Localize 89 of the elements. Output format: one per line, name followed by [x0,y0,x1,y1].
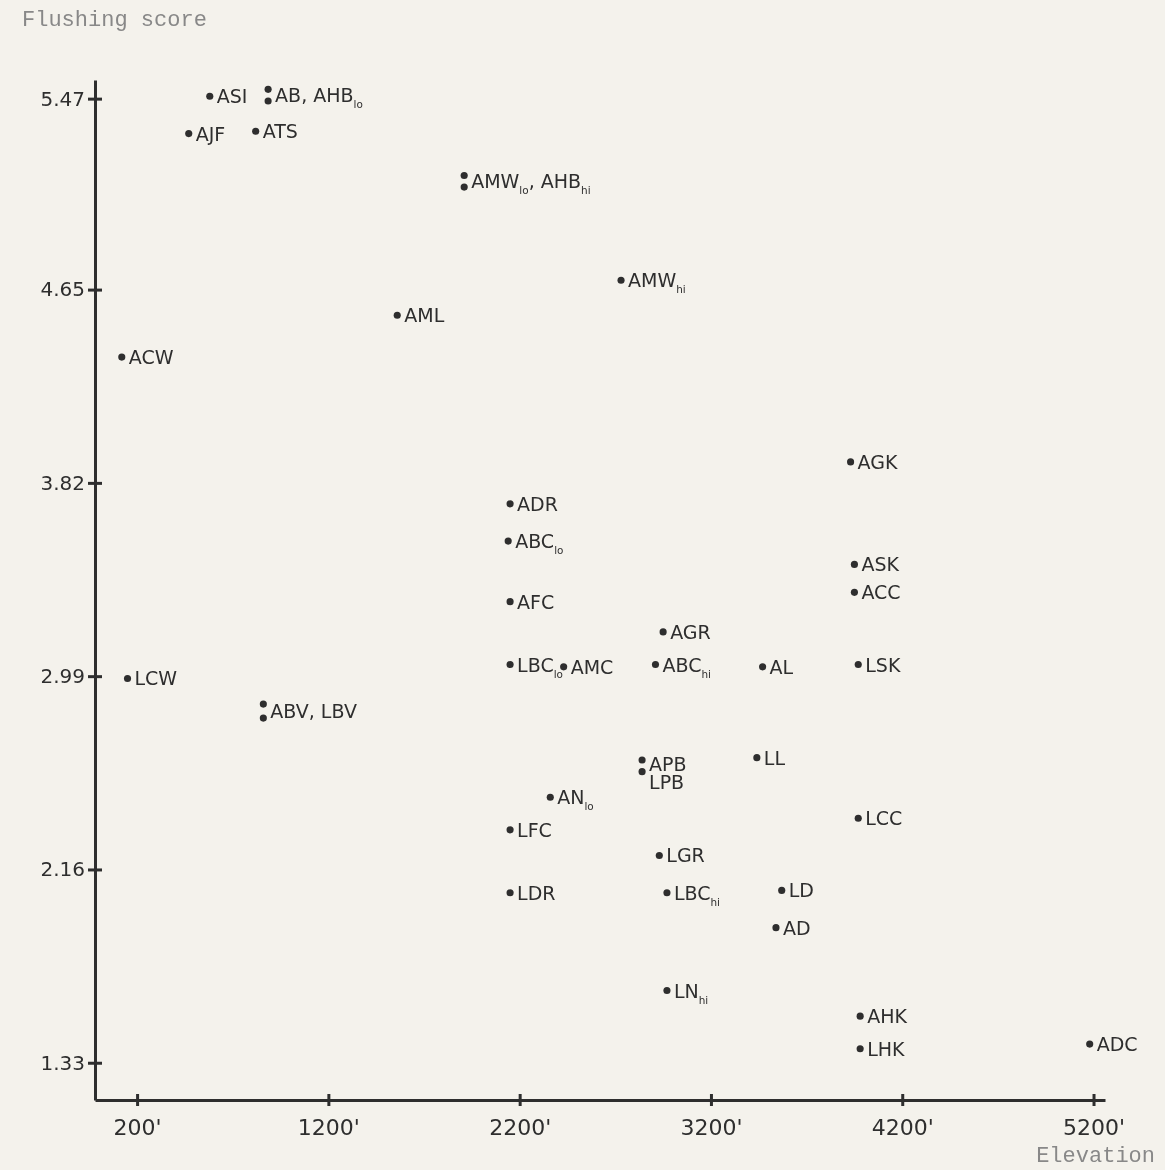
annotation: LDR [517,881,556,904]
point [506,889,514,897]
point [651,660,660,669]
annotation: ABC$_{hi}$ [662,653,711,680]
annotation: LBC$_{lo}$ [517,653,563,680]
x-axis-title: Elevation [1036,1144,1155,1169]
annotation: AGK [857,450,898,473]
y-tick-label: 2.99 [40,664,85,689]
point [546,793,554,801]
annotation: AL [769,655,794,678]
annotation: ADC [1096,1033,1138,1056]
point [847,458,855,466]
y-tick-label: 4.65 [40,277,85,302]
annotation: AD [782,916,811,939]
point [123,674,132,683]
x-tick-label: 200' [113,1114,162,1140]
x-tick-label: 2200' [489,1114,552,1140]
annotation: AMW$_{hi}$ [628,269,686,296]
point [655,851,663,860]
annotation: LHK [867,1037,906,1060]
annotation: LFC [517,818,552,841]
annotation: ASK [861,553,900,576]
y-axis-title: Flushing score [22,8,207,33]
point [506,826,514,834]
point [259,700,267,708]
annotation: ABV, LBV [270,700,357,723]
point [506,598,514,606]
point [772,924,780,932]
annotation: AB, AHB$_{lo}$ [275,84,363,111]
point [506,500,514,508]
point [854,814,862,822]
annotation: AJF [195,122,226,145]
annotation: LGR [666,844,705,867]
annotation: AHK [867,1005,908,1028]
point [1086,1040,1094,1048]
point [753,754,761,762]
annotation: ADR [517,492,558,515]
point [560,663,568,671]
point [638,768,646,776]
annotation: LN$_{hi}$ [673,979,709,1006]
point [460,183,468,191]
point [393,311,401,319]
point [504,537,512,545]
annotation: ACC [861,581,901,604]
point [460,171,468,180]
point [659,628,667,636]
annotation: AMW$_{lo}$, AHB$_{hi}$ [471,170,591,197]
annotation: AN$_{lo}$ [557,786,594,813]
y-tick-label: 3.82 [40,470,85,495]
annotation: AML [404,304,445,327]
x-tick-label: 5200' [1063,1114,1126,1140]
annotation: ACW [128,346,174,369]
point [206,92,214,100]
point [856,1012,864,1020]
annotation: ASI [216,85,248,108]
point [638,756,646,764]
annotation: LCW [134,667,178,690]
x-tick-label: 1200' [297,1114,360,1140]
annotation: ABC$_{lo}$ [515,530,564,557]
annotation: AGR [670,620,711,643]
point [778,886,786,894]
point [259,714,267,722]
point [264,97,272,105]
y-tick-label: 1.33 [40,1050,85,1075]
point [856,1045,864,1053]
point [663,986,671,995]
y-tick-label: 5.47 [40,86,85,111]
point [185,130,193,138]
annotation: LD [788,879,814,902]
point [118,353,126,361]
point [759,663,767,671]
x-tick-label: 3200' [680,1114,743,1140]
y-tick-label: 2.16 [40,857,85,882]
annotation: AFC [517,590,555,613]
annotation: LL [763,746,786,769]
annotation: LSK [865,653,901,676]
point [663,889,671,897]
annotation: LBC$_{hi}$ [673,881,721,908]
annotation: LCC [865,807,903,830]
point [506,660,514,669]
point [850,560,858,568]
point [850,588,858,596]
x-tick-label: 4200' [871,1114,934,1140]
point [617,276,625,284]
annotation: AMC [570,655,614,678]
point [252,127,260,135]
annotation: ATS [262,120,298,143]
point [264,85,272,93]
point [854,660,862,669]
